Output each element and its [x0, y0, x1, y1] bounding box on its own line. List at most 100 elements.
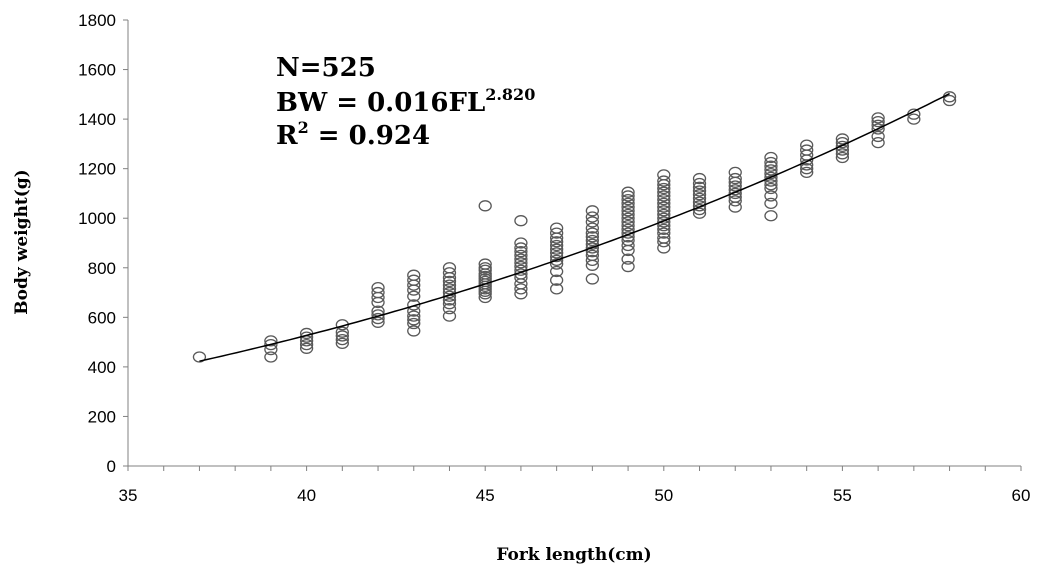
x-tick-label: 35 — [119, 486, 138, 505]
data-point — [728, 187, 742, 200]
data-point — [621, 260, 635, 273]
data-point — [764, 179, 778, 191]
data-point — [728, 166, 742, 179]
data-point — [621, 227, 635, 239]
data-point — [549, 247, 564, 259]
x-tick-label: 60 — [1012, 486, 1031, 505]
data-point — [657, 232, 671, 244]
data-point — [764, 175, 778, 187]
data-point — [442, 267, 457, 279]
data-point — [621, 186, 635, 198]
x-tick-label: 50 — [654, 486, 673, 505]
annotation-r-squared: R2 = 0.924 — [276, 118, 430, 151]
data-point — [264, 338, 278, 351]
data-point — [407, 274, 421, 286]
data-point — [657, 223, 671, 236]
data-point — [407, 310, 421, 322]
data-point — [871, 130, 885, 143]
data-point — [657, 197, 671, 210]
data-point — [192, 351, 207, 363]
y-tick-label: 800 — [88, 259, 116, 278]
data-point — [585, 234, 600, 247]
data-point — [942, 94, 957, 107]
data-point — [692, 177, 707, 190]
data-point — [621, 239, 635, 252]
y-tick-label: 1400 — [78, 110, 116, 129]
data-point — [657, 227, 671, 239]
data-point — [478, 262, 492, 274]
data-point — [549, 254, 564, 266]
data-point — [621, 212, 635, 224]
data-point — [657, 175, 671, 187]
data-point — [621, 201, 635, 213]
data-point — [871, 115, 885, 128]
data-point — [657, 169, 671, 181]
data-point — [764, 190, 778, 202]
equation-exponent: 2.820 — [485, 85, 535, 104]
data-point — [264, 351, 278, 363]
data-point — [728, 180, 742, 192]
data-point — [621, 205, 635, 217]
data-point — [657, 193, 671, 206]
y-tick-label: 1600 — [78, 61, 116, 80]
data-point — [514, 237, 528, 249]
data-point — [299, 342, 314, 354]
data-point — [657, 205, 671, 217]
data-point — [442, 262, 457, 274]
data-point — [871, 136, 885, 149]
data-point — [585, 242, 600, 254]
y-tick-label: 600 — [88, 308, 116, 327]
data-point — [800, 144, 814, 156]
data-point — [264, 335, 278, 347]
data-point — [514, 257, 528, 269]
data-point — [835, 148, 850, 160]
x-axis-title: Fork length(cm) — [496, 545, 651, 565]
fit-curve — [199, 92, 950, 362]
data-point — [407, 299, 421, 311]
data-point — [657, 190, 671, 202]
data-point — [621, 208, 635, 221]
data-point — [907, 113, 921, 125]
data-point — [335, 330, 349, 342]
data-point — [585, 216, 600, 228]
data-point — [585, 231, 600, 243]
data-point — [407, 290, 421, 302]
data-point — [871, 123, 885, 135]
data-point — [764, 210, 778, 222]
data-point — [442, 275, 457, 288]
y-tick-label: 1000 — [78, 209, 116, 228]
data-point — [692, 200, 707, 212]
data-point — [549, 239, 564, 252]
data-point — [514, 215, 528, 227]
data-point — [442, 303, 457, 315]
data-point — [764, 151, 778, 164]
y-axis-title: Body weight(g) — [12, 169, 32, 314]
data-point — [835, 133, 850, 145]
data-point — [657, 236, 671, 248]
data-point — [549, 222, 564, 234]
data-point — [514, 246, 528, 258]
data-point — [692, 181, 707, 193]
y-tick-label: 1200 — [78, 160, 116, 179]
data-point — [407, 325, 421, 337]
data-point — [657, 186, 671, 198]
data-point — [621, 253, 635, 265]
data-point — [549, 250, 564, 263]
data-point — [371, 316, 385, 328]
data-point — [621, 234, 635, 247]
data-point — [478, 291, 492, 304]
data-point — [728, 195, 742, 207]
data-point — [692, 189, 707, 201]
x-tick-label: 45 — [476, 486, 495, 505]
data-point — [407, 314, 421, 326]
data-point — [549, 243, 564, 255]
data-point — [514, 253, 528, 265]
data-point — [299, 338, 314, 351]
data-point — [835, 151, 850, 164]
data-point — [585, 205, 600, 217]
data-point — [692, 185, 707, 197]
x-tick-label: 55 — [833, 486, 852, 505]
data-point — [585, 211, 600, 223]
y-tick-label: 1800 — [78, 11, 116, 30]
